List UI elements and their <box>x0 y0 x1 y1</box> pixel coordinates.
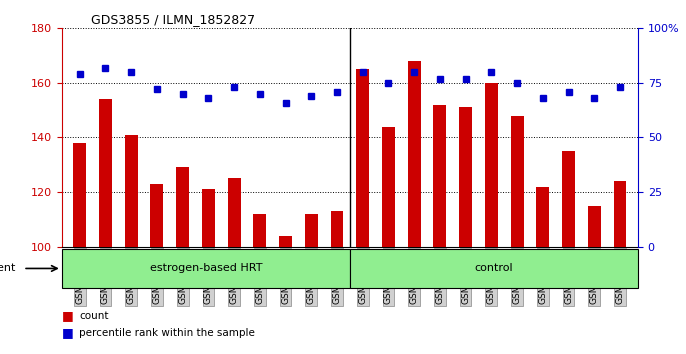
Bar <box>228 178 241 247</box>
Bar <box>125 135 138 247</box>
Text: GSM535602: GSM535602 <box>615 250 624 304</box>
Text: GDS3855 / ILMN_1852827: GDS3855 / ILMN_1852827 <box>91 13 255 26</box>
Text: percentile rank within the sample: percentile rank within the sample <box>79 328 255 338</box>
Text: GSM535592: GSM535592 <box>204 250 213 304</box>
Bar <box>176 167 189 247</box>
Text: GSM535596: GSM535596 <box>255 250 264 304</box>
Bar <box>562 151 575 247</box>
Text: GSM535594: GSM535594 <box>230 250 239 304</box>
Bar <box>331 211 344 247</box>
Text: GSM535587: GSM535587 <box>410 250 418 304</box>
Text: GSM535591: GSM535591 <box>461 250 470 304</box>
Bar <box>485 83 498 247</box>
Bar <box>407 61 421 247</box>
Text: GSM535586: GSM535586 <box>127 250 136 304</box>
Bar <box>73 143 86 247</box>
Bar <box>459 108 472 247</box>
Text: control: control <box>475 263 513 273</box>
Bar <box>253 214 266 247</box>
Bar <box>434 105 447 247</box>
Text: GSM535603: GSM535603 <box>333 250 342 304</box>
Bar <box>62 249 350 288</box>
Text: GSM535582: GSM535582 <box>75 250 84 304</box>
Text: GSM535601: GSM535601 <box>590 250 599 304</box>
Text: ■: ■ <box>62 326 73 339</box>
Text: GSM535583: GSM535583 <box>358 250 367 304</box>
Text: count: count <box>79 310 108 321</box>
Text: GSM535600: GSM535600 <box>307 250 316 304</box>
Text: GSM535595: GSM535595 <box>512 250 521 304</box>
Text: GSM535590: GSM535590 <box>178 250 187 304</box>
Text: estrogen-based HRT: estrogen-based HRT <box>150 263 262 273</box>
Text: GSM535597: GSM535597 <box>539 250 547 304</box>
Bar <box>356 69 369 247</box>
Bar <box>350 249 638 288</box>
Text: GSM535589: GSM535589 <box>436 250 445 304</box>
Bar <box>588 206 601 247</box>
Bar <box>510 116 523 247</box>
Text: GSM535599: GSM535599 <box>281 250 290 304</box>
Bar <box>279 236 292 247</box>
Bar <box>99 99 112 247</box>
Text: GSM535585: GSM535585 <box>384 250 393 304</box>
Text: agent: agent <box>0 263 16 273</box>
Bar <box>382 127 395 247</box>
Bar <box>536 187 549 247</box>
Bar <box>613 181 626 247</box>
Bar <box>150 184 163 247</box>
Text: ■: ■ <box>62 309 73 321</box>
Text: GSM535588: GSM535588 <box>152 250 161 304</box>
Bar <box>202 189 215 247</box>
Bar <box>305 214 318 247</box>
Text: GSM535598: GSM535598 <box>564 250 573 304</box>
Text: GSM535593: GSM535593 <box>487 250 496 304</box>
Text: GSM535584: GSM535584 <box>101 250 110 304</box>
